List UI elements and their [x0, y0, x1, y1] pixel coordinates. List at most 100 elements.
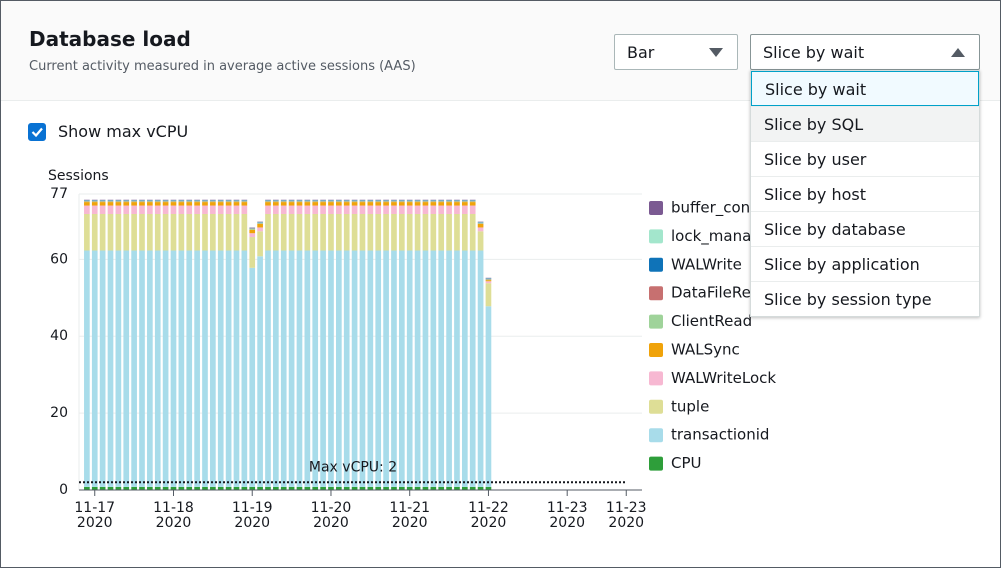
x-tick-year: 2020	[313, 515, 349, 531]
bar-segment	[217, 213, 224, 251]
bar-segment	[186, 213, 193, 251]
bar-segment	[186, 250, 193, 487]
bar-segment	[391, 205, 397, 214]
bar-segment	[107, 205, 114, 214]
slice-option[interactable]: Slice by SQL	[751, 106, 979, 141]
bar-segment	[296, 205, 303, 214]
bar-segment	[162, 202, 169, 206]
bar-segment	[328, 250, 334, 487]
bar-segment	[422, 205, 429, 214]
bar-segment	[406, 250, 413, 487]
arrow	[709, 48, 723, 57]
bar-segment	[202, 202, 208, 206]
legend-swatch	[649, 286, 663, 301]
bar-segment	[351, 201, 358, 203]
bar-segment	[178, 201, 185, 203]
bar-segment	[343, 202, 350, 206]
slice-option[interactable]: Slice by wait	[751, 71, 979, 106]
bar-segment	[107, 201, 114, 203]
checkbox[interactable]	[28, 123, 46, 141]
bar-segment	[461, 202, 468, 206]
bar-segment	[280, 486, 287, 490]
bar-segment	[414, 202, 421, 206]
bar-segment	[414, 201, 421, 203]
bar-segment	[312, 201, 319, 203]
checkbox-label[interactable]: Show max vCPU	[58, 122, 189, 141]
bar-segment	[225, 205, 232, 214]
y-tick-label: 60	[50, 251, 68, 267]
x-tick-year: 2020	[77, 515, 113, 531]
bar-segment	[99, 250, 106, 487]
legend-swatch	[649, 229, 663, 244]
bar-segment	[217, 250, 224, 487]
bar-segment	[414, 250, 421, 487]
slice-option[interactable]: Slice by host	[751, 176, 979, 211]
bar-segment	[328, 201, 334, 203]
bar-segment	[99, 202, 106, 206]
bar-segment	[107, 486, 114, 490]
bar-segment	[162, 205, 169, 214]
bar-segment	[438, 250, 445, 487]
x-tick-label: 11-21	[389, 500, 430, 516]
legend-label: transactionid	[671, 426, 769, 444]
bar-segment	[375, 202, 382, 206]
slice-option[interactable]: Slice by database	[751, 211, 979, 246]
slice-option[interactable]: Slice by user	[751, 141, 979, 176]
bar-segment	[257, 231, 263, 257]
bar-segment	[454, 202, 460, 206]
bar-segment	[123, 205, 130, 214]
bar-segment	[170, 250, 177, 487]
y-axis-label: Sessions	[48, 168, 109, 184]
bar-segment	[430, 205, 437, 214]
bar-segment	[477, 486, 484, 490]
bar-segment	[99, 205, 106, 214]
bar-segment	[265, 250, 271, 487]
bar-segment	[312, 213, 319, 251]
arrow	[951, 48, 965, 57]
slice-option[interactable]: Slice by application	[751, 246, 979, 281]
bar-segment	[265, 201, 271, 203]
bar-segment	[202, 213, 208, 251]
legend-swatch	[649, 428, 663, 443]
bar-segment	[414, 205, 421, 214]
bar-segment	[147, 250, 153, 487]
slice-select[interactable]: Slice by wait	[750, 34, 980, 70]
x-tick-label: 11-22	[468, 500, 509, 516]
bar-segment	[296, 201, 303, 203]
bar-segment	[328, 486, 334, 490]
bar-segment	[99, 486, 106, 490]
bar-segment	[367, 486, 374, 490]
bar-segment	[139, 486, 145, 490]
bar-segment	[147, 486, 153, 490]
bar-segment	[154, 250, 161, 487]
bar-segment	[131, 213, 137, 251]
bar-segment	[99, 201, 106, 203]
y-tick-label: 0	[59, 482, 68, 498]
bar-segment	[123, 250, 130, 487]
bar-segment	[406, 213, 413, 251]
bar-segment	[367, 202, 374, 206]
bar-segment	[249, 228, 256, 230]
chart-type-select[interactable]: Bar	[614, 34, 738, 70]
bar-segment	[210, 202, 216, 206]
bar-segment	[383, 486, 389, 490]
y-tick-label: 20	[50, 405, 68, 421]
bar-segment	[233, 250, 240, 487]
bar-segment	[178, 213, 185, 251]
bar-segment	[123, 201, 130, 203]
bar-segment	[288, 205, 295, 214]
bar-segment	[391, 250, 397, 487]
y-tick-label: 40	[50, 328, 68, 344]
x-tick-label: 11-20	[311, 500, 352, 516]
bar-segment	[84, 202, 90, 206]
bar-segment	[430, 213, 437, 251]
bar-segment	[210, 201, 216, 203]
bar-segment	[139, 202, 145, 206]
bar-segment	[233, 213, 240, 251]
slice-option[interactable]: Slice by session type	[751, 281, 979, 316]
bar-segment	[383, 205, 389, 214]
bar-segment	[351, 250, 358, 487]
bar-segment	[186, 201, 193, 203]
bar-segment	[202, 250, 208, 487]
